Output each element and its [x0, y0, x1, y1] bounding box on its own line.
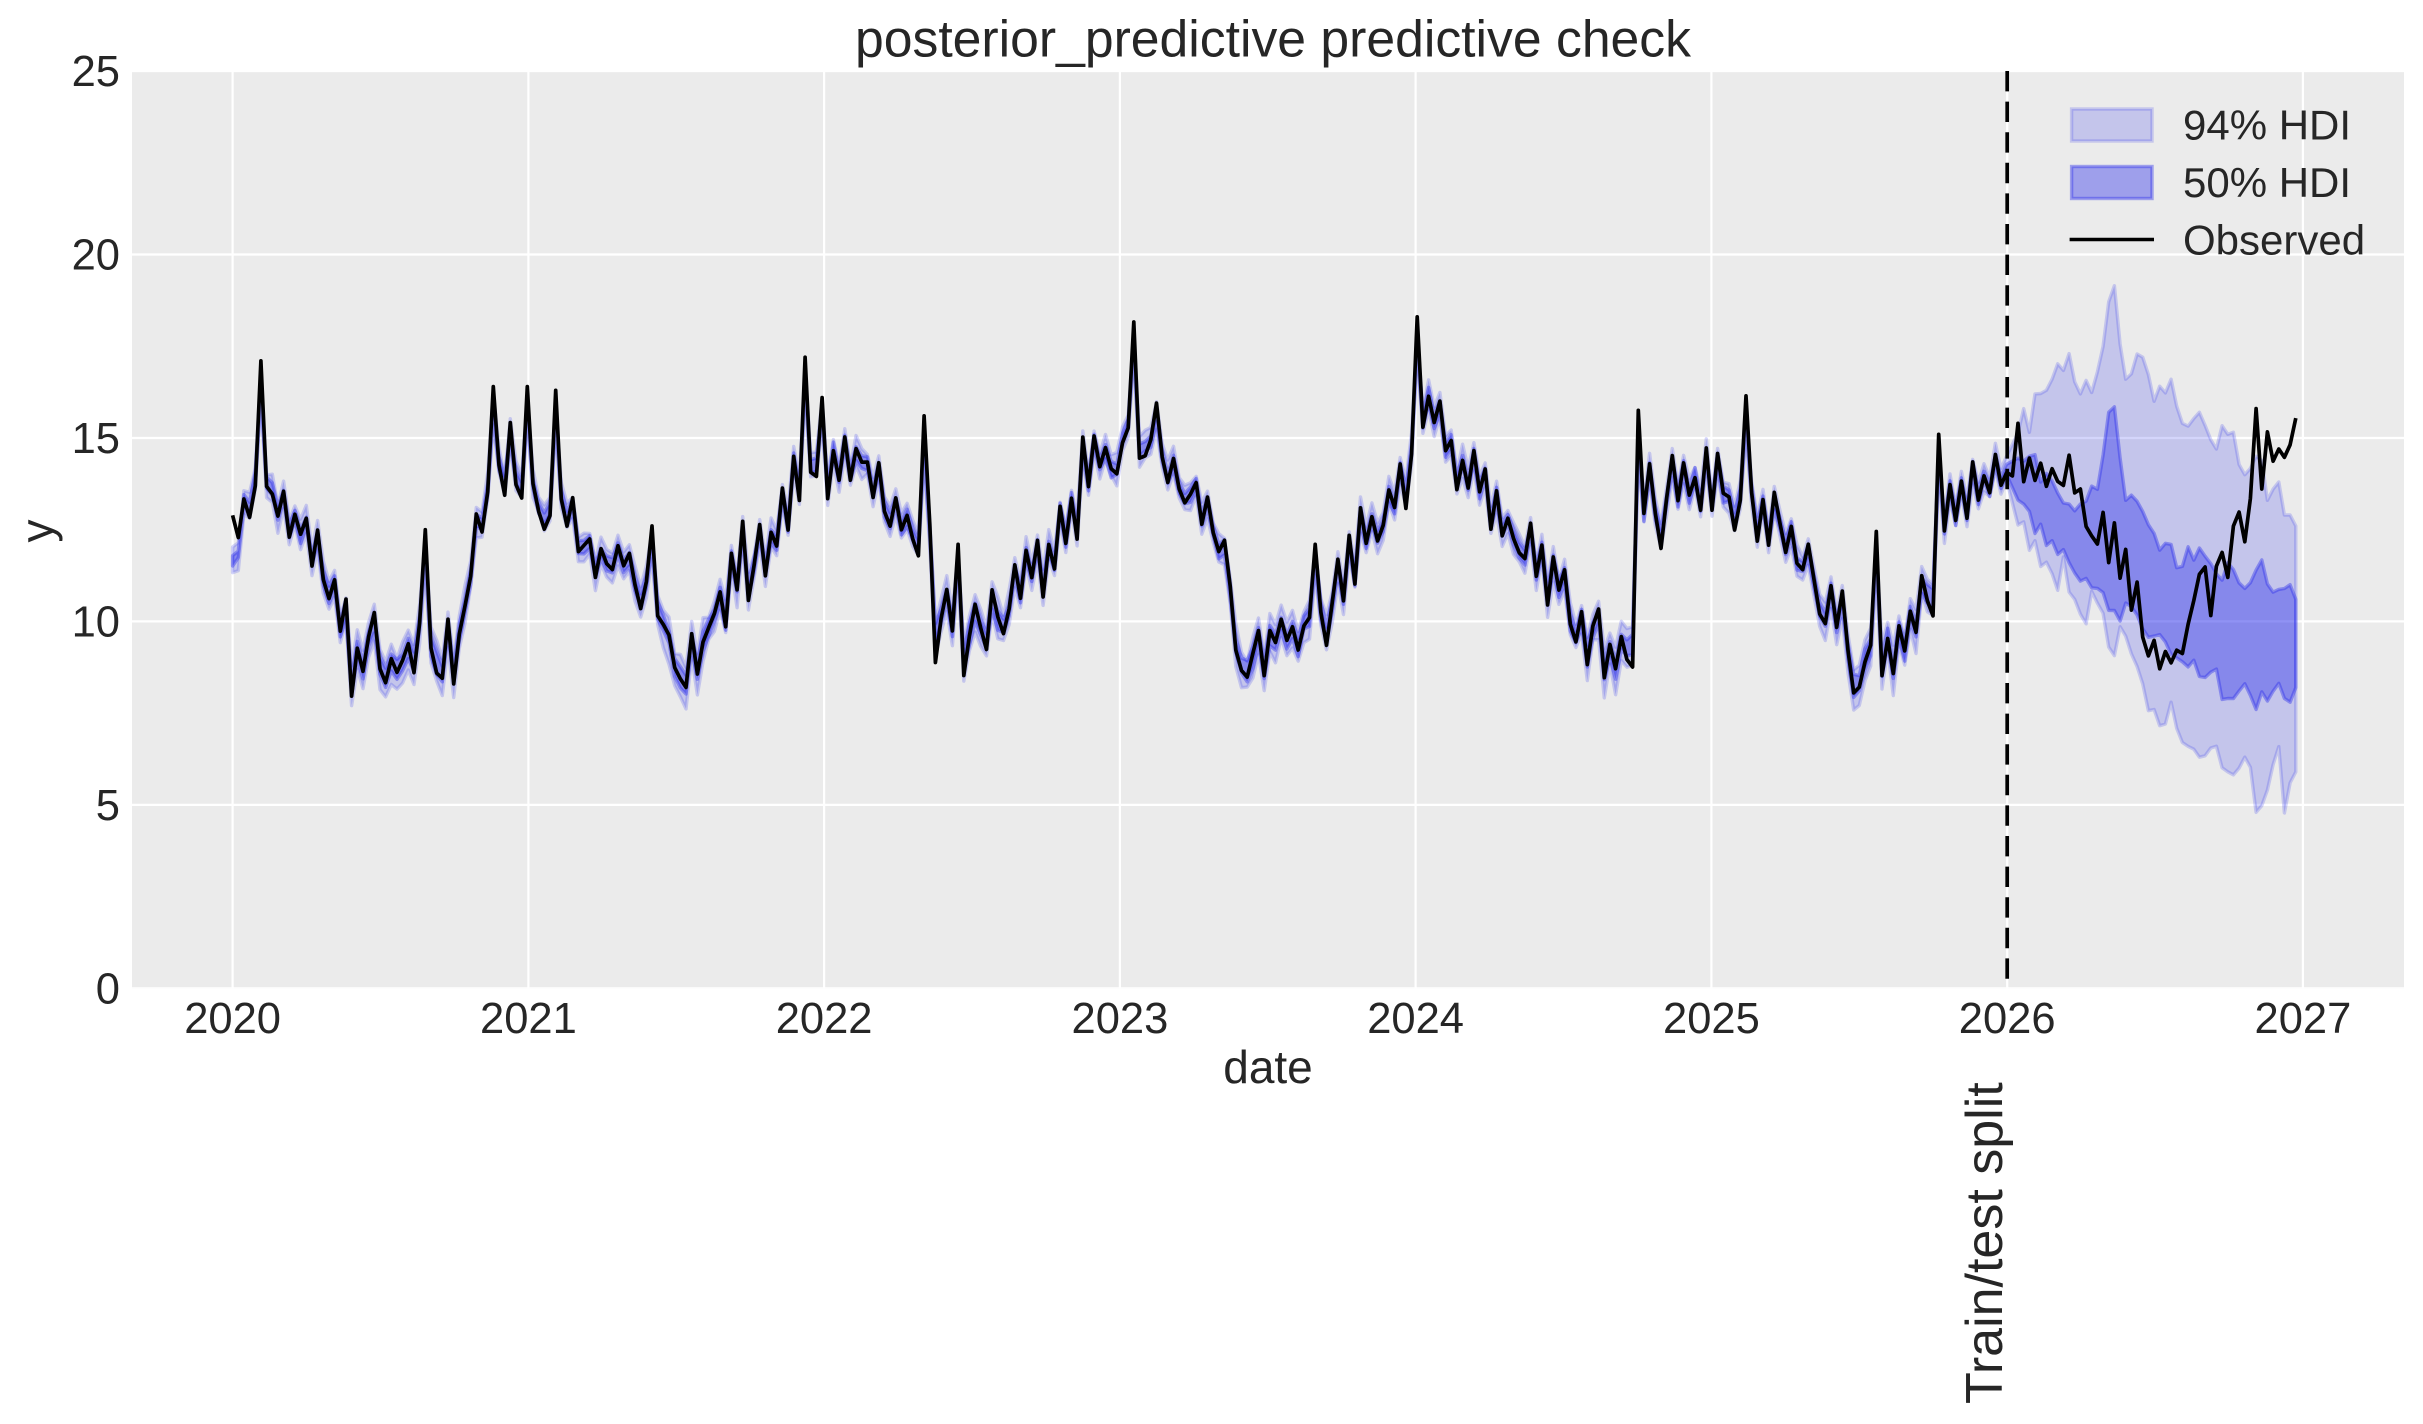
svg-text:2024: 2024: [1367, 995, 1464, 1043]
svg-text:2020: 2020: [184, 995, 281, 1043]
svg-text:Train/test split: Train/test split: [1956, 1082, 2014, 1404]
svg-text:2022: 2022: [776, 995, 873, 1043]
svg-text:Observed: Observed: [2183, 217, 2365, 264]
svg-text:94% HDI: 94% HDI: [2183, 102, 2351, 149]
svg-text:2027: 2027: [2255, 995, 2352, 1043]
svg-text:date: date: [1223, 1041, 1313, 1093]
svg-text:2021: 2021: [480, 995, 577, 1043]
svg-text:5: 5: [96, 782, 120, 830]
svg-text:20: 20: [72, 232, 120, 280]
svg-text:y: y: [11, 520, 63, 543]
svg-text:50% HDI: 50% HDI: [2183, 159, 2351, 206]
svg-text:posterior_predictive predictiv: posterior_predictive predictive check: [855, 10, 1691, 68]
svg-text:2025: 2025: [1663, 995, 1760, 1043]
svg-text:15: 15: [72, 415, 120, 463]
svg-text:2026: 2026: [1959, 995, 2056, 1043]
svg-text:25: 25: [72, 48, 120, 96]
svg-text:10: 10: [72, 598, 120, 646]
svg-text:2023: 2023: [1072, 995, 1169, 1043]
svg-text:0: 0: [96, 965, 120, 1013]
